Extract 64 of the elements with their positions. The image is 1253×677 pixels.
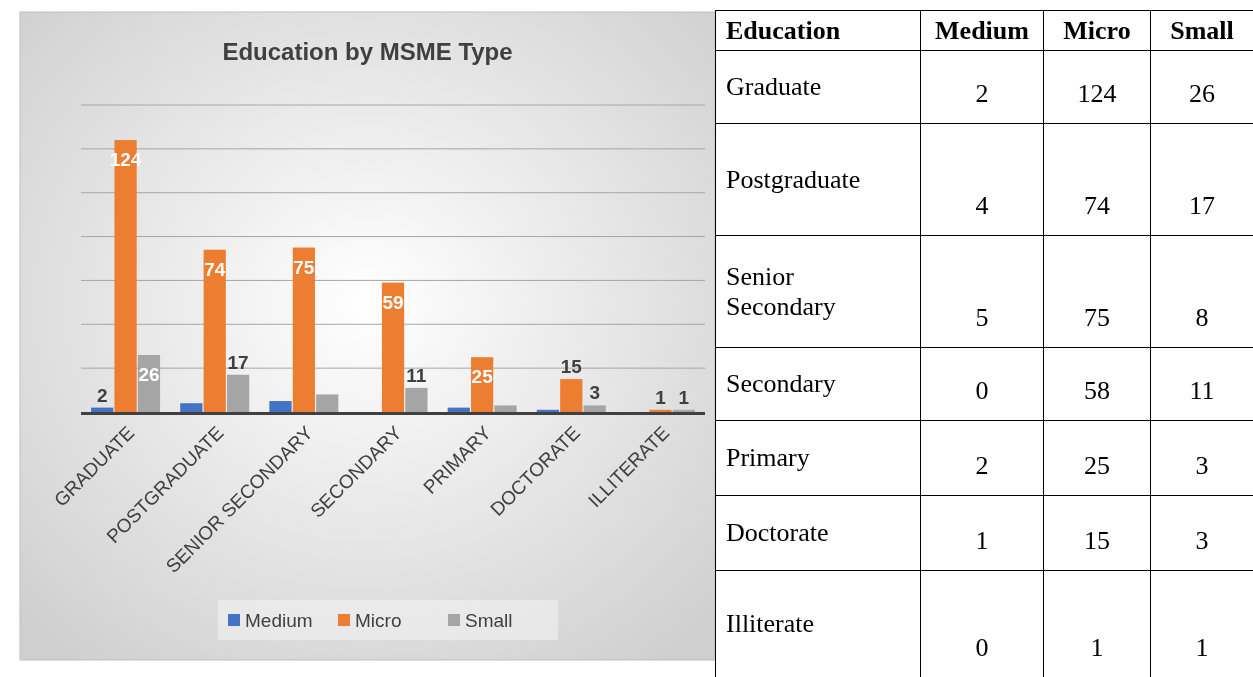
bar: [672, 409, 695, 412]
data-label: 26: [1189, 79, 1215, 108]
legend-label: Micro: [355, 609, 402, 631]
data-label: 15: [1084, 526, 1110, 555]
bar: [494, 405, 517, 412]
data-label: 0: [975, 633, 989, 662]
data-label: 17: [1189, 191, 1215, 220]
bar: [91, 407, 114, 412]
bar: [649, 409, 672, 412]
data-label: 2: [975, 79, 989, 108]
data-label: 74: [1084, 191, 1110, 220]
text: Medium: [920, 10, 1044, 51]
data-label: 3: [589, 382, 600, 404]
category-label: Primary: [715, 420, 921, 496]
data-label: 58: [1084, 376, 1110, 405]
data-label: 1: [655, 386, 667, 408]
legend-label: Small: [465, 609, 513, 631]
data-label: 3: [1195, 526, 1209, 555]
legend-label: Medium: [245, 609, 313, 631]
chart-title: Education by MSME Type: [222, 38, 513, 65]
data-label: 0: [975, 376, 989, 405]
data-label: 124: [1077, 79, 1117, 108]
category-label: Secondary: [715, 347, 921, 421]
data-label: 25: [471, 366, 494, 388]
data-label: 74: [204, 258, 226, 280]
bar: [583, 405, 606, 412]
data-label: 3: [1195, 451, 1209, 480]
bar: [405, 387, 428, 412]
bar: [226, 374, 250, 412]
bar: [536, 409, 560, 412]
category-label: Senior Secondary: [715, 235, 921, 348]
data-label: 26: [138, 363, 160, 385]
category-label: Graduate: [715, 50, 921, 124]
data-label: 1: [1090, 633, 1104, 662]
legend-label: Micro: [1043, 10, 1151, 51]
data-label: 15: [560, 356, 583, 378]
data-label: 8: [1195, 303, 1209, 332]
data-label: 11: [406, 364, 427, 386]
bar: [560, 379, 583, 412]
bar: [381, 282, 405, 412]
bar: [292, 247, 315, 412]
category-label: Postgraduate: [715, 123, 921, 236]
data-label: 4: [975, 191, 989, 220]
data-label: 1: [678, 386, 690, 408]
data-label: 1: [1195, 633, 1209, 662]
data-label: 75: [293, 256, 315, 278]
bar: [269, 401, 292, 412]
text: Education: [715, 10, 921, 51]
bar: [203, 249, 226, 412]
data-label: 5: [975, 303, 989, 332]
data-label: 2: [975, 451, 989, 480]
data-label: 17: [227, 351, 249, 373]
data-label: 1: [975, 526, 989, 555]
category-label: Illiterate: [715, 570, 921, 677]
data-label: 59: [382, 291, 404, 313]
data-label: 11: [1189, 376, 1215, 405]
bar: [447, 407, 470, 412]
data-label: 2: [96, 384, 108, 406]
data-label: 75: [1084, 303, 1110, 332]
data-label: 25: [1084, 451, 1110, 480]
bar: [180, 403, 203, 412]
legend-label: Small: [1150, 10, 1253, 51]
bar: [316, 394, 339, 412]
category-label: Doctorate: [715, 495, 921, 571]
